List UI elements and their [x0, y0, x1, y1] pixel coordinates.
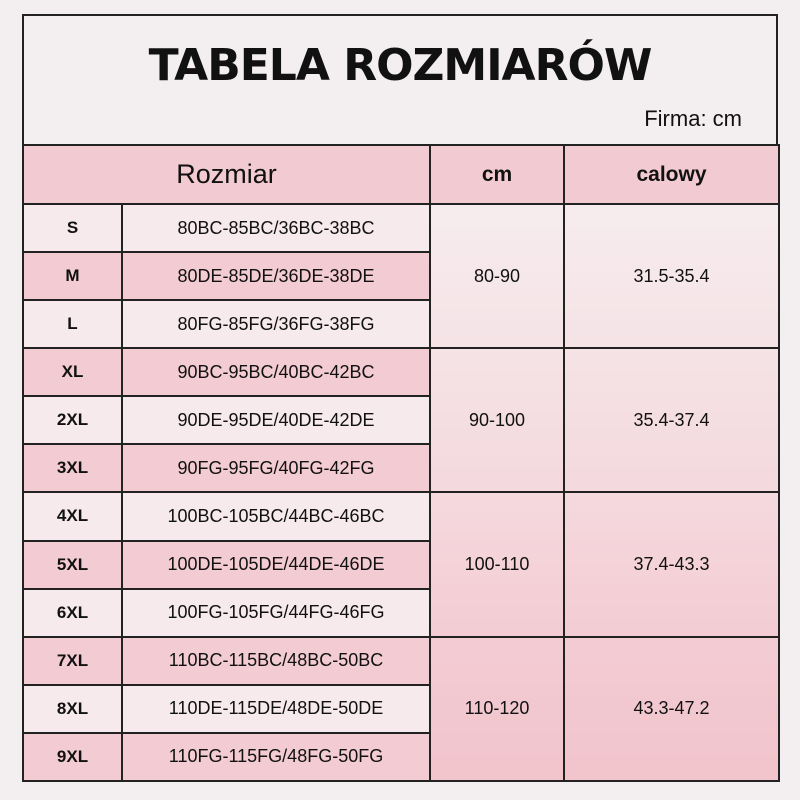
cm-range-cell: 90-100	[429, 347, 566, 494]
table-row: S 80BC-85BC/36BC-38BC 80-90 31.5-35.4	[22, 203, 781, 350]
size-cell: S	[22, 203, 123, 254]
table-row: 5XL 100DE-105DE/44DE-46DE	[22, 539, 779, 590]
size-cell: M	[22, 251, 123, 302]
size-cell: 4XL	[22, 491, 123, 542]
bra-size-cell: 80FG-85FG/36FG-38FG	[120, 299, 432, 350]
inch-range-cell: 43.3-47.2	[563, 635, 781, 783]
size-cell: 3XL	[22, 443, 123, 494]
bra-size-cell: 90DE-95DE/40DE-42DE	[120, 395, 432, 446]
table-row: XL 90BC-95BC/40BC-42BC 90-100 35.4-37.4	[22, 347, 781, 494]
header-inch: calowy	[563, 143, 781, 206]
bra-size-cell: 110FG-115FG/48FG-50FG	[120, 731, 432, 783]
header-row: Rozmiar cm calowy	[21, 143, 781, 206]
table-row: 2XL 90DE-95DE/40DE-42DE	[22, 395, 779, 446]
table-row: M 80DE-85DE/36DE-38DE	[22, 251, 779, 302]
size-cell: 9XL	[22, 731, 123, 783]
unit-label: Firma: cm	[644, 106, 742, 131]
table-row: L 80FG-85FG/36FG-38FG	[22, 299, 779, 350]
size-cell: 6XL	[22, 587, 123, 638]
cm-range-cell: 100-110	[429, 491, 566, 638]
bra-size-cell: 100DE-105DE/44DE-46DE	[120, 539, 432, 590]
bra-size-cell: 100BC-105BC/44BC-46BC	[120, 491, 432, 542]
table-row: 9XL 110FG-115FG/48FG-50FG	[22, 731, 779, 783]
bra-size-cell: 80DE-85DE/36DE-38DE	[120, 251, 432, 302]
page-title: TABELA ROZMIARÓW	[148, 40, 653, 91]
size-cell: 8XL	[22, 683, 123, 734]
cm-range-cell: 110-120	[429, 635, 566, 783]
size-table: Rozmiar cm calowy S 80BC-85BC/36BC-38BC 80…	[21, 143, 781, 783]
size-cell: 2XL	[22, 395, 123, 446]
size-cell: XL	[22, 347, 123, 398]
size-cell: 7XL	[22, 635, 123, 686]
bra-size-cell: 90FG-95FG/40FG-42FG	[120, 443, 432, 494]
table-row: 6XL 100FG-105FG/44FG-46FG	[22, 587, 779, 638]
bra-size-cell: 80BC-85BC/36BC-38BC	[120, 203, 432, 254]
bra-size-cell: 100FG-105FG/44FG-46FG	[120, 587, 432, 638]
inch-range-cell: 31.5-35.4	[563, 203, 781, 350]
table-row: 3XL 90FG-95FG/40FG-42FG	[22, 443, 779, 494]
table-row: 4XL 100BC-105BC/44BC-46BC 100-110 37.4-43.3	[22, 491, 781, 638]
bra-size-cell: 90BC-95BC/40BC-42BC	[120, 347, 432, 398]
header-cm: cm	[429, 143, 566, 206]
table-row: 7XL 110BC-115BC/48BC-50BC 110-120 43.3-47.2	[22, 635, 781, 783]
size-cell: L	[22, 299, 123, 350]
header-size: Rozmiar	[21, 143, 432, 206]
size-cell: 5XL	[22, 539, 123, 590]
inch-range-cell: 35.4-37.4	[563, 347, 781, 494]
table-row: 8XL 110DE-115DE/48DE-50DE	[22, 683, 779, 734]
bra-size-cell: 110DE-115DE/48DE-50DE	[120, 683, 432, 734]
cm-range-cell: 80-90	[429, 203, 566, 350]
inch-range-cell: 37.4-43.3	[563, 491, 781, 638]
bra-size-cell: 110BC-115BC/48BC-50BC	[120, 635, 432, 686]
